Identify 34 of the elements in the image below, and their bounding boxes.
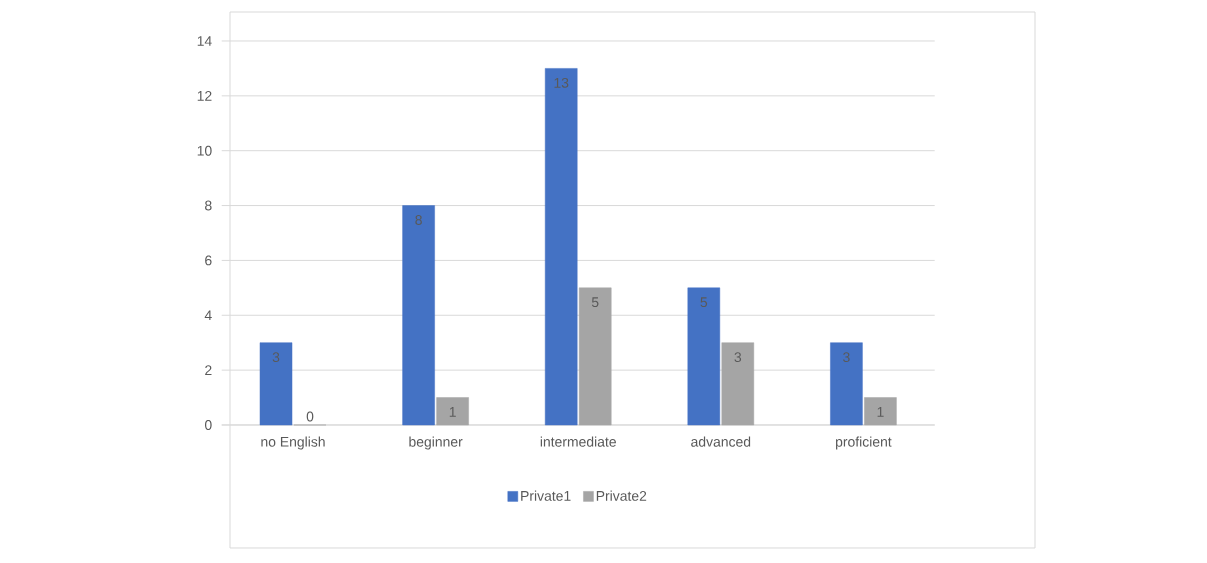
- y-tick-label: 6: [205, 255, 212, 266]
- data-label: 3: [272, 352, 280, 363]
- data-label: 13: [554, 77, 569, 88]
- bar: [721, 342, 755, 426]
- y-tick-label: 12: [197, 90, 212, 101]
- y-tick-label: 4: [204, 310, 212, 321]
- x-tick-label: beginner: [409, 436, 463, 450]
- bar: [830, 342, 863, 426]
- y-tick-label: 14: [197, 36, 212, 46]
- bar: [436, 397, 469, 426]
- legend-label: Private1: [521, 490, 571, 501]
- x-tick-label: no English: [261, 436, 325, 450]
- data-label: 0: [306, 411, 314, 422]
- bar: [259, 342, 293, 426]
- bar: [864, 397, 897, 426]
- x-tick-label: intermediate: [540, 436, 616, 447]
- y-tick-label: 2: [205, 365, 212, 375]
- y-tick-label: 0: [204, 420, 212, 430]
- data-label: 8: [415, 215, 422, 225]
- legend-label: Private2: [596, 490, 647, 501]
- bar: [544, 68, 578, 426]
- bar: [402, 205, 435, 426]
- data-label: 1: [877, 407, 884, 417]
- bar: [687, 287, 721, 426]
- bar: [578, 287, 612, 426]
- y-tick-label: 10: [197, 145, 212, 156]
- data-label: 5: [591, 297, 599, 308]
- data-label: 5: [700, 297, 708, 308]
- data-label: 1: [449, 407, 456, 417]
- data-label: 3: [843, 352, 850, 363]
- x-tick-label: advanced: [691, 436, 751, 447]
- x-tick-label: proficient: [836, 436, 892, 450]
- y-tick-label: 8: [205, 200, 212, 211]
- data-label: 3: [734, 352, 742, 363]
